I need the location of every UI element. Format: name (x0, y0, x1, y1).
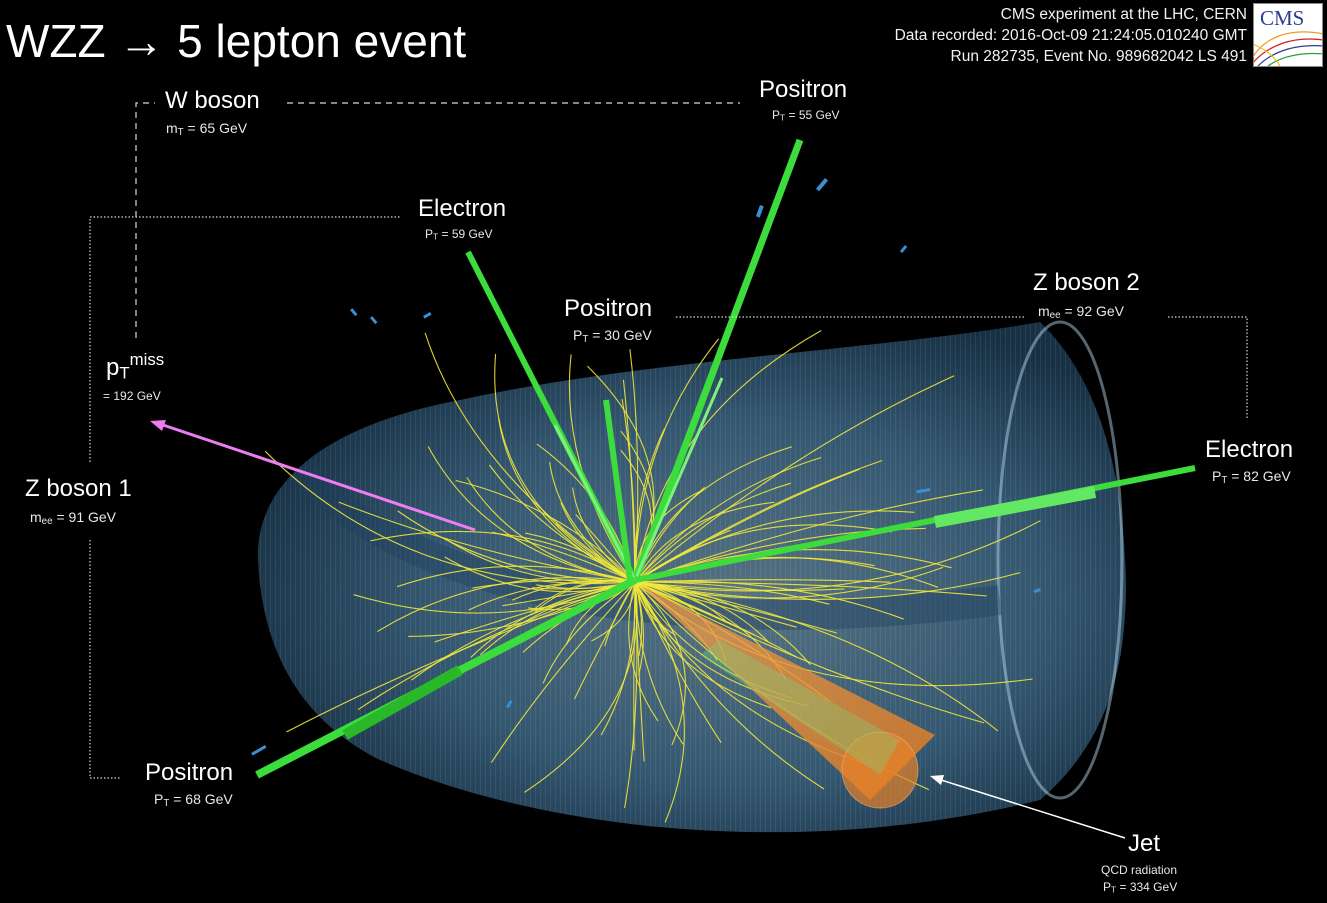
positron-mid-pt: PT = 30 GeV (573, 327, 652, 345)
charged-track (572, 487, 636, 583)
charged-track (622, 379, 636, 583)
charged-track (624, 581, 638, 809)
charged-track (634, 566, 944, 599)
electron-right-label: Electron (1205, 436, 1294, 463)
charged-track (634, 581, 769, 643)
charged-track (492, 531, 636, 583)
charged-track (634, 581, 837, 634)
charged-track (634, 501, 775, 583)
charged-track (634, 520, 1041, 592)
charged-track (424, 332, 636, 583)
charged-track (377, 577, 636, 632)
charged-track (490, 581, 636, 763)
cms-logo: CMS (1253, 3, 1323, 67)
lepton-tracks (255, 138, 1196, 779)
jet-pointer-arrow (930, 775, 1126, 839)
charged-track (286, 581, 636, 733)
jet-description: QCD radiation (1101, 863, 1178, 877)
z-boson-2-connector (676, 316, 1248, 420)
ptmiss-value: = 192 GeV (103, 389, 161, 403)
charged-track (264, 450, 636, 584)
charged-track (634, 510, 915, 583)
jet-cone (640, 585, 935, 809)
charged-track (542, 581, 636, 684)
electron-left-pt: PT = 59 GeV (425, 227, 493, 242)
charged-track (634, 581, 722, 744)
charged-track (628, 581, 659, 722)
positron-bottom-label: Positron (145, 759, 234, 786)
charged-track (634, 579, 891, 583)
z-boson-2-label: Z boson 2 (1033, 269, 1140, 296)
charged-track (600, 581, 636, 736)
charged-track (444, 556, 636, 593)
data-recorded-line: Data recorded: 2016-Oct-09 21:24:05.0102… (894, 27, 1247, 44)
charged-track (338, 501, 636, 583)
charged-track (470, 581, 636, 658)
event-title: WZZ → 5 lepton event (6, 15, 467, 67)
z-boson-1-mass: mee = 91 GeV (30, 509, 117, 527)
charged-track (494, 353, 636, 583)
cms-logo-graphic (1254, 31, 1322, 66)
run-event-line: Run 282735, Event No. 989682042 LS 491 (950, 48, 1247, 65)
w-boson-label: W boson (165, 87, 260, 114)
charged-track (634, 581, 644, 676)
charged-track (634, 581, 985, 724)
charged-track (634, 330, 822, 583)
charged-track (455, 479, 636, 583)
charged-track (634, 581, 797, 628)
z-boson-1-connector (89, 216, 400, 779)
positron-top-pt: PT = 55 GeV (772, 108, 840, 123)
positron-mid-label: Positron (564, 295, 653, 322)
z-boson-1-label: Z boson 1 (25, 475, 132, 502)
w-boson-connector (135, 102, 740, 338)
ptmiss-label: pTmiss (106, 350, 165, 383)
charged-track (591, 581, 636, 642)
charged-track (468, 580, 636, 611)
charged-track (634, 581, 811, 665)
charged-track (574, 581, 636, 700)
charged-track (568, 354, 636, 583)
charged-track (634, 338, 720, 583)
charged-track (634, 581, 825, 790)
experiment-line: CMS experiment at the LHC, CERN (1000, 6, 1247, 23)
connector-lines (89, 102, 1248, 779)
charged-track (634, 456, 822, 583)
jet-pt: PT = 334 GeV (1103, 880, 1178, 895)
run-info: CMS experiment at the LHC, CERN Data rec… (895, 4, 1247, 67)
charged-track (634, 581, 987, 597)
charged-track (634, 581, 797, 658)
charged-track (357, 581, 636, 711)
cms-logo-text: CMS (1260, 6, 1305, 30)
electron-left-label: Electron (418, 195, 507, 222)
positron-mid-track (603, 399, 633, 581)
missing-pt-arrow (150, 420, 476, 532)
w-boson-mass: mT = 65 GeV (166, 120, 248, 138)
charged-track (411, 581, 636, 681)
positron-top-track (631, 138, 804, 582)
charged-track (634, 489, 983, 583)
electron-right-pt: PT = 82 GeV (1212, 468, 1291, 486)
positron-bottom-pt: PT = 68 GeV (154, 791, 233, 809)
positron-top-label: Positron (759, 76, 848, 103)
jet-label: Jet (1128, 830, 1161, 857)
electron-right-track (634, 465, 1196, 583)
charged-track (634, 375, 955, 583)
calorimeter-deposits (251, 177, 1042, 756)
charged-tracks (264, 330, 1041, 823)
z-boson-2-mass: mee = 92 GeV (1038, 303, 1125, 321)
charged-track (370, 530, 636, 583)
detector-cylinder (257, 320, 1126, 833)
charged-track (523, 581, 638, 793)
charged-track (634, 482, 791, 583)
